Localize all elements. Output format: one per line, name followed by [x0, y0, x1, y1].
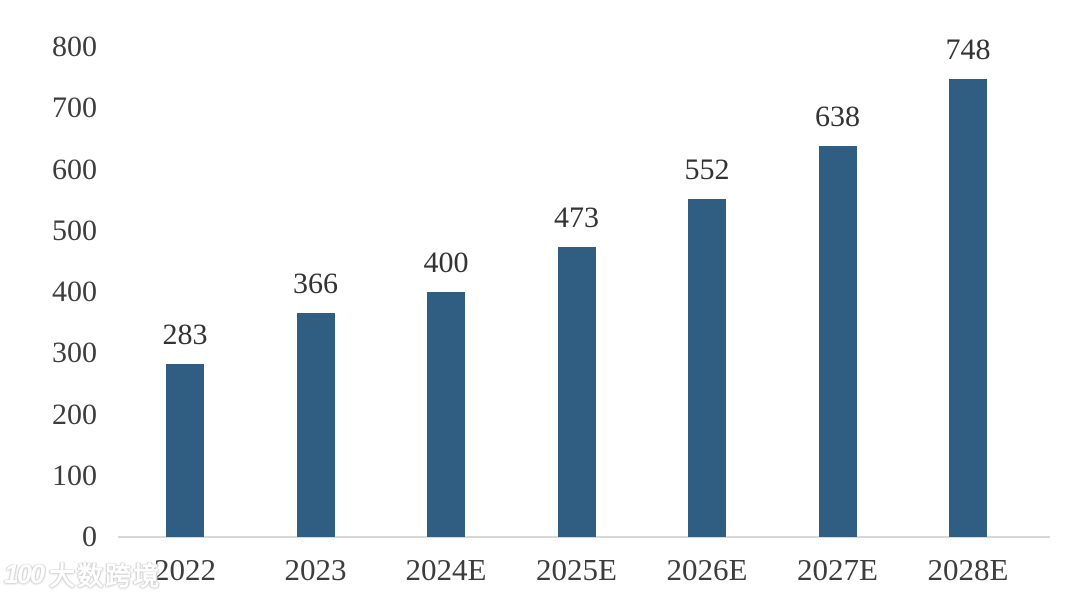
bar-2028E	[949, 79, 987, 537]
x-axis-line	[118, 536, 1050, 538]
x-tick-label-2026E: 2026E	[666, 552, 748, 587]
data-label-2026E: 552	[684, 153, 730, 186]
bar-2024E	[427, 292, 465, 537]
data-label-2023: 366	[293, 267, 338, 300]
watermark-text: 大数跨境	[49, 561, 162, 591]
bar-2022	[166, 364, 204, 537]
x-tick-label-2024E: 2024E	[405, 552, 487, 587]
x-tick-label-2023: 2023	[284, 552, 347, 587]
y-tick-label: 400	[52, 275, 97, 308]
y-tick-label: 700	[52, 91, 97, 125]
bar-2025E	[557, 247, 596, 537]
watermark: 100 大数跨境	[4, 556, 161, 593]
bar-2023	[296, 313, 335, 537]
data-label-2028E: 748	[945, 33, 991, 66]
y-tick-label: 500	[52, 213, 97, 247]
x-tick-label-2028E: 2028E	[927, 552, 1009, 587]
y-tick-label: 0	[82, 520, 97, 553]
y-tick-label: 300	[52, 336, 97, 370]
data-label-2025E: 473	[554, 201, 599, 234]
x-tick-label-2025E: 2025E	[536, 552, 617, 587]
data-label-2022: 283	[162, 318, 208, 351]
y-tick-label: 600	[52, 152, 97, 186]
data-label-2024E: 400	[423, 246, 469, 279]
bar-2027E	[818, 146, 857, 537]
data-label-2027E: 638	[815, 100, 860, 133]
y-tick-label: 200	[52, 397, 97, 431]
x-tick-label-2027E: 2027E	[797, 552, 878, 587]
x-tick-label-2022: 2022	[154, 552, 216, 587]
y-tick-label: 100	[52, 458, 97, 492]
bar-2026E	[688, 199, 726, 537]
logo-100-icon: 100	[4, 559, 45, 589]
y-tick-label: 800	[52, 30, 97, 63]
